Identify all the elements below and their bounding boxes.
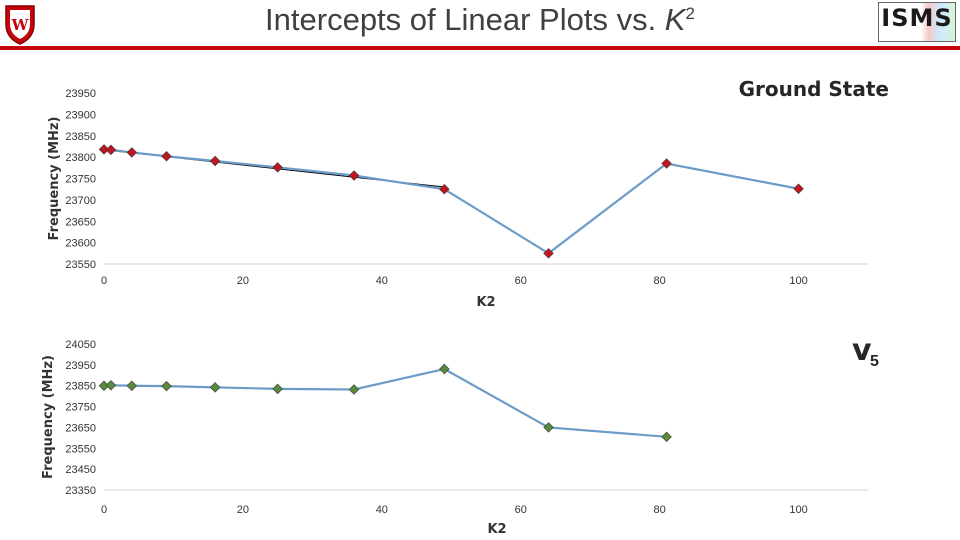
y-tick-label: 23550 bbox=[65, 259, 96, 271]
x-tick-label: 60 bbox=[515, 504, 527, 516]
data-point bbox=[793, 183, 804, 194]
y-tick-label: 23850 bbox=[65, 381, 96, 393]
data-point bbox=[209, 382, 221, 393]
chart-title-subscript: 5 bbox=[870, 353, 879, 370]
data-point bbox=[439, 363, 450, 375]
y-tick-label: 24050 bbox=[65, 339, 96, 351]
y-tick-label: 23950 bbox=[65, 360, 96, 372]
x-tick-label: 40 bbox=[376, 504, 388, 516]
y-tick-label: 23650 bbox=[65, 422, 96, 434]
x-tick-label: 100 bbox=[789, 504, 807, 516]
data-point bbox=[661, 158, 672, 169]
svg-text:W: W bbox=[11, 16, 30, 34]
data-point bbox=[126, 147, 138, 158]
data-point bbox=[543, 248, 554, 259]
title-superscript: 2 bbox=[685, 4, 695, 23]
data-point bbox=[439, 183, 450, 195]
university-crest-icon: W bbox=[5, 5, 35, 45]
y-axis-label: Frequency (MHz) bbox=[41, 355, 56, 479]
y-tick-label: 23650 bbox=[65, 216, 96, 228]
header-divider bbox=[0, 46, 960, 50]
data-point bbox=[209, 155, 221, 167]
data-point bbox=[348, 170, 360, 181]
x-tick-label: 0 bbox=[101, 275, 107, 287]
data-point bbox=[661, 431, 672, 443]
y-tick-label: 23900 bbox=[65, 109, 96, 121]
x-tick-label: 80 bbox=[654, 275, 666, 287]
isms-logo: ISMS bbox=[878, 2, 956, 42]
y-tick-label: 23700 bbox=[65, 195, 96, 207]
isms-logo-background bbox=[878, 2, 956, 42]
y-tick-label: 23750 bbox=[65, 402, 96, 414]
data-point bbox=[348, 384, 360, 395]
page-title: Intercepts of Linear Plots vs. K2 bbox=[0, 2, 960, 38]
data-point bbox=[105, 380, 117, 391]
y-tick-label: 23750 bbox=[65, 174, 96, 186]
x-tick-label: 0 bbox=[101, 504, 107, 516]
chart-title: v bbox=[852, 333, 872, 368]
series-line bbox=[103, 367, 667, 438]
x-axis-label: K2 bbox=[476, 295, 495, 310]
chart-title: Ground State bbox=[739, 77, 889, 101]
data-point bbox=[543, 422, 554, 433]
x-axis-label: K2 bbox=[487, 522, 506, 537]
data-point bbox=[161, 151, 172, 162]
y-tick-label: 23600 bbox=[65, 238, 96, 250]
x-tick-label: 60 bbox=[515, 275, 527, 287]
y-tick-label: 23800 bbox=[65, 152, 96, 164]
data-point bbox=[272, 383, 283, 395]
x-tick-label: 40 bbox=[376, 275, 388, 287]
data-point bbox=[272, 162, 283, 173]
x-tick-label: 80 bbox=[654, 504, 666, 516]
y-tick-label: 23350 bbox=[65, 485, 96, 497]
x-tick-label: 100 bbox=[789, 275, 807, 287]
data-point bbox=[161, 380, 172, 392]
x-tick-label: 20 bbox=[237, 504, 249, 516]
data-point bbox=[98, 144, 110, 155]
data-point bbox=[126, 380, 138, 391]
y-tick-label: 23850 bbox=[65, 131, 96, 143]
y-tick-label: 23950 bbox=[65, 88, 96, 100]
title-text: Intercepts of Linear Plots vs. bbox=[265, 2, 665, 37]
y-tick-label: 23450 bbox=[65, 464, 96, 476]
y-axis-label: Frequency (MHz) bbox=[47, 117, 62, 241]
y-tick-label: 23550 bbox=[65, 443, 96, 455]
x-tick-label: 20 bbox=[237, 275, 249, 287]
data-point bbox=[105, 144, 117, 156]
isms-logo-text: ISMS bbox=[881, 4, 953, 32]
title-k: K bbox=[664, 2, 686, 37]
